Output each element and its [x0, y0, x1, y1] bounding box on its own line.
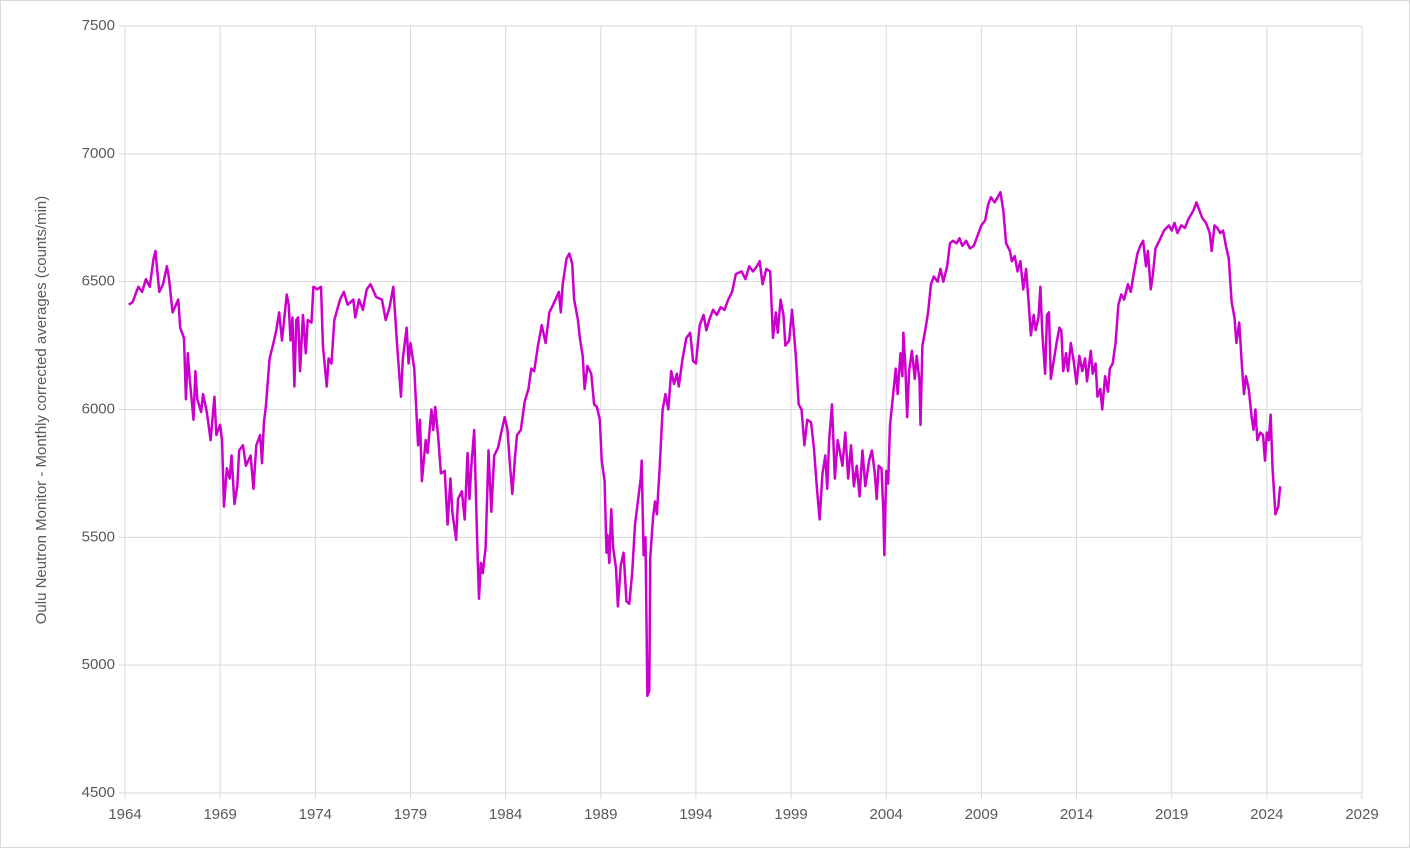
y-axis-label: Oulu Neutron Monitor - Monthly corrected… — [33, 196, 50, 625]
x-tick-label: 2019 — [1155, 806, 1188, 823]
x-tick-label: 1999 — [774, 806, 807, 823]
data-line — [128, 190, 1282, 698]
x-tick-label: 1979 — [394, 806, 427, 823]
x-tick-label: 2024 — [1250, 806, 1283, 823]
x-tick-label: 1994 — [679, 806, 712, 823]
x-tick-label: 1969 — [203, 806, 236, 823]
x-tick-label: 2029 — [1345, 806, 1378, 823]
x-tick-label: 1974 — [299, 806, 332, 823]
y-tick-label: 5000 — [82, 656, 115, 673]
y-tick-label: 6500 — [82, 273, 115, 290]
x-tick-label: 2004 — [870, 806, 903, 823]
y-tick-label: 5500 — [82, 528, 115, 545]
y-tick-label: 7000 — [82, 145, 115, 162]
y-tick-label: 4500 — [82, 784, 115, 801]
x-tick-label: 2009 — [965, 806, 998, 823]
x-tick-label: 2014 — [1060, 806, 1093, 823]
y-tick-label: 6000 — [82, 400, 115, 417]
x-tick-label: 1964 — [108, 806, 141, 823]
y-tick-label: 7500 — [82, 17, 115, 34]
x-tick-label: 1984 — [489, 806, 522, 823]
x-tick-label: 1989 — [584, 806, 617, 823]
